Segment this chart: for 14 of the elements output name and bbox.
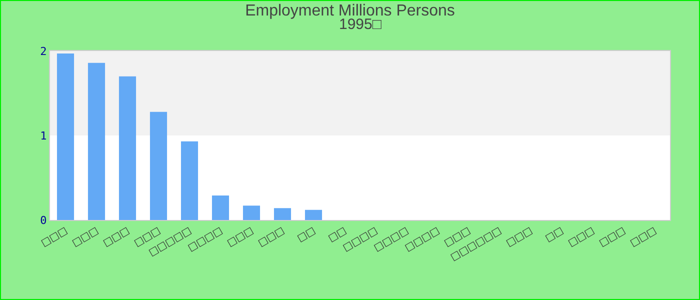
bar (180, 141, 198, 220)
y-tick-label: 1 (40, 129, 47, 142)
bar (56, 54, 74, 220)
y-tick-label: 2 (40, 44, 47, 58)
bar (150, 112, 168, 220)
bar (274, 208, 292, 220)
bar (242, 206, 260, 220)
x-tick-label: □□ (544, 225, 566, 244)
bar (118, 76, 136, 220)
x-tick-label: □□ (296, 225, 318, 244)
y-tick-label: 0 (40, 214, 47, 227)
bar (212, 196, 230, 220)
bar (88, 62, 106, 220)
bar (304, 210, 322, 220)
